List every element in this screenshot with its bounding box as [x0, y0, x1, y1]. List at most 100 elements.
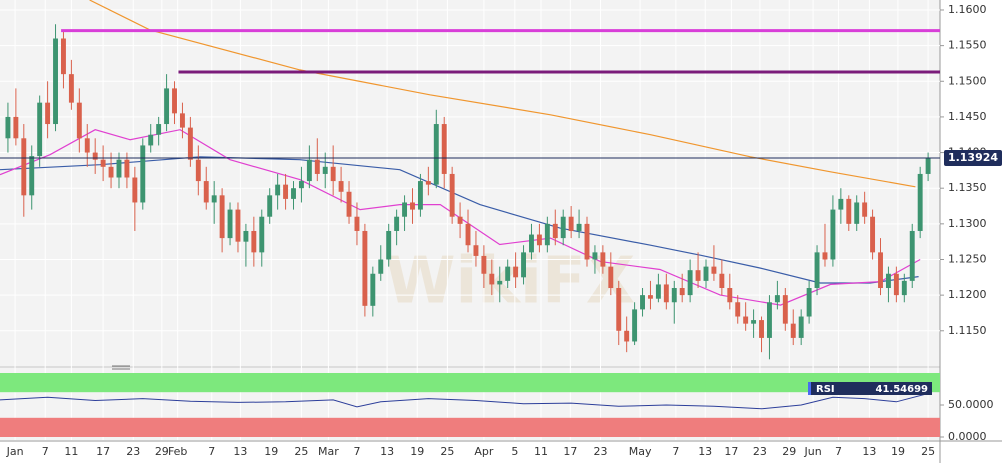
x-tick-label: 11 [534, 445, 548, 458]
candle-body [235, 209, 241, 242]
x-tick-label: Jan [6, 445, 24, 458]
candle-body [521, 252, 527, 278]
candle-body [172, 88, 177, 114]
x-tick-label: 17 [563, 445, 577, 458]
candle-body [425, 181, 431, 185]
candle-body [219, 195, 225, 239]
candle-body [608, 266, 614, 289]
x-tick-label: 5 [511, 445, 518, 458]
candle-body [901, 280, 907, 296]
candle-body [132, 177, 138, 203]
x-tick-label: 7 [353, 445, 360, 458]
candle-body [830, 209, 836, 260]
x-tick-label: 17 [724, 445, 738, 458]
x-tick-label: 17 [96, 445, 110, 458]
candle-body [116, 159, 122, 178]
candle-body [84, 138, 90, 153]
candle-body [703, 266, 709, 281]
candle-body [283, 184, 289, 199]
candle-body [108, 166, 114, 178]
candle-body [806, 288, 812, 317]
candle-body [592, 252, 598, 260]
y-tick-label: 1.1150 [948, 324, 987, 337]
candle-body [370, 273, 376, 306]
candle-body [862, 202, 868, 217]
candle-body [536, 234, 542, 246]
candle-body [402, 202, 408, 217]
candle-body [449, 173, 455, 217]
candle-body [92, 152, 98, 160]
rsi-band [0, 373, 940, 393]
candle-body [616, 288, 622, 331]
candle-body [322, 166, 328, 174]
x-tick-label: 29 [155, 445, 169, 458]
candle-body [885, 273, 891, 289]
candle-body [513, 266, 519, 278]
candle-body [798, 316, 804, 338]
candle-body [53, 38, 58, 125]
y-tick-label: 1.1250 [948, 252, 987, 265]
candle-body [441, 124, 447, 174]
candle-body [671, 288, 677, 303]
rsi-label-box [808, 382, 932, 395]
candle-body [838, 198, 844, 210]
candle-body [275, 184, 281, 196]
candle-body [727, 288, 733, 303]
candle-body [5, 116, 11, 139]
candle-body [187, 127, 193, 160]
watermark: WikiFX [385, 245, 635, 319]
candle-body [203, 181, 209, 203]
candle-body [719, 273, 725, 289]
y-tick-label: 1.1500 [948, 74, 987, 87]
rsi-y-tick-label: 0.0000 [948, 430, 987, 443]
candle-body [695, 270, 701, 281]
candle-body [124, 159, 130, 178]
candle-body [552, 223, 558, 239]
candle-body [711, 266, 717, 274]
candle-body [751, 320, 757, 324]
x-tick-label: May [629, 445, 652, 458]
candle-body [140, 145, 146, 203]
candle-body [394, 216, 400, 231]
candle-body [314, 159, 320, 174]
x-tick-label: 23 [126, 445, 140, 458]
candle-body [195, 159, 201, 182]
candle-body [378, 259, 384, 274]
x-tick-label: 7 [835, 445, 842, 458]
candle-body [878, 252, 883, 289]
candle-body [211, 195, 217, 203]
x-tick-label: 13 [233, 445, 247, 458]
y-tick-label: 1.1600 [948, 3, 987, 16]
candle-body [481, 255, 487, 274]
candle-body [37, 102, 43, 157]
candle-body [473, 245, 479, 256]
candle-body [497, 280, 503, 285]
candle-body [267, 195, 273, 217]
candle-body [870, 216, 876, 253]
candle-body [457, 216, 463, 224]
candle-body [529, 234, 534, 253]
candle-body [782, 295, 788, 324]
last-price-label: 1.13924 [948, 151, 998, 164]
resize-grip [112, 365, 130, 370]
candle-body [735, 302, 741, 317]
candle-body [766, 302, 772, 338]
candle-body [893, 273, 899, 296]
candle-body [164, 88, 170, 125]
y-tick-label: 1.1350 [948, 181, 987, 194]
candle-body [576, 223, 582, 231]
candle-body [790, 323, 796, 338]
x-tick-label: 23 [593, 445, 607, 458]
moving-average [0, 129, 921, 306]
x-tick-label: 23 [753, 445, 767, 458]
candle-body [61, 38, 66, 75]
x-tick-label: Apr [474, 445, 494, 458]
x-tick-label: 25 [921, 445, 935, 458]
candle-body [854, 202, 860, 224]
candle-body [465, 223, 471, 246]
candle-body [291, 188, 296, 199]
x-tick-label: 11 [64, 445, 78, 458]
rsi-label-marker [808, 382, 811, 395]
candle-body [386, 230, 392, 260]
